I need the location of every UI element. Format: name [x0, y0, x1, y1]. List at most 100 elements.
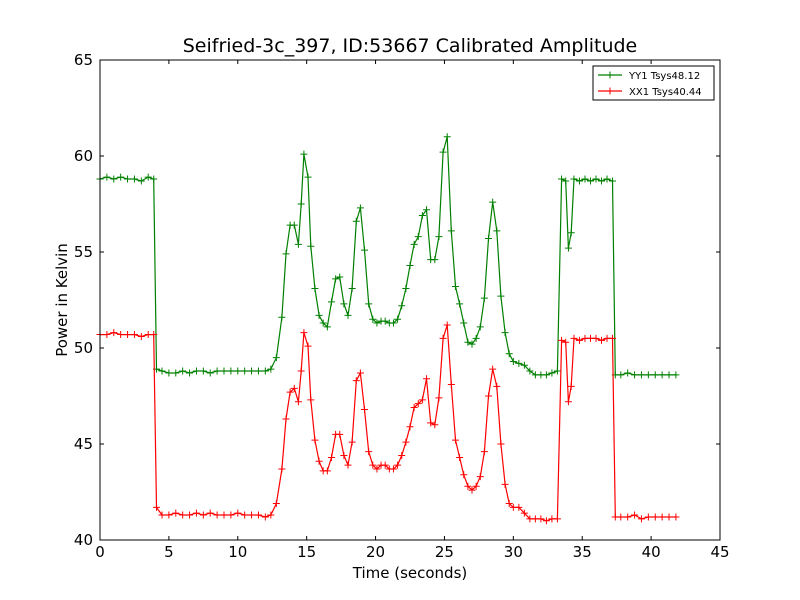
- chart-title: Seifried-3c_397, ID:53667 Calibrated Amp…: [183, 35, 638, 57]
- data-point: [451, 436, 459, 444]
- data-point: [336, 430, 344, 438]
- data-point: [319, 319, 327, 327]
- data-point: [389, 465, 397, 473]
- data-point: [575, 336, 583, 344]
- data-point: [373, 465, 381, 473]
- data-point: [476, 323, 484, 331]
- x-tick-label: 45: [710, 543, 729, 561]
- data-point: [485, 392, 493, 400]
- data-point: [542, 517, 550, 525]
- data-point: [489, 365, 497, 373]
- data-point: [110, 329, 118, 337]
- legend-items: YY1 Tsys48.12 XX1 Tsys40.44: [598, 71, 702, 98]
- data-point: [658, 371, 666, 379]
- data-point: [456, 300, 464, 308]
- data-point: [553, 515, 561, 523]
- data-point: [443, 321, 451, 329]
- data-point: [398, 302, 406, 310]
- data-point: [672, 371, 680, 379]
- data-point: [348, 438, 356, 446]
- data-point: [220, 511, 228, 519]
- data-point: [361, 405, 369, 413]
- data-point: [505, 350, 513, 358]
- data-point: [381, 317, 389, 325]
- data-point: [592, 334, 600, 342]
- data-point: [493, 227, 501, 235]
- data-point: [304, 173, 312, 181]
- data-point: [464, 338, 472, 346]
- data-point: [592, 175, 600, 183]
- data-point: [564, 244, 572, 252]
- data-point: [267, 365, 275, 373]
- data-point: [624, 513, 632, 521]
- data-point: [248, 511, 256, 519]
- data-point: [186, 511, 194, 519]
- data-point: [352, 377, 360, 385]
- data-point: [278, 465, 286, 473]
- data-point: [617, 513, 625, 521]
- data-point: [567, 229, 575, 237]
- data-point: [509, 357, 517, 365]
- data-point: [172, 369, 180, 377]
- data-point: [665, 513, 673, 521]
- data-point: [586, 177, 594, 185]
- data-point: [165, 369, 173, 377]
- data-point: [117, 331, 125, 339]
- data-point: [598, 336, 606, 344]
- x-tick-label: 0: [95, 543, 105, 561]
- data-point: [336, 273, 344, 281]
- data-point: [505, 500, 513, 508]
- data-point: [651, 513, 659, 521]
- data-point: [402, 284, 410, 292]
- data-point: [150, 175, 158, 183]
- data-point: [553, 367, 561, 375]
- data-point: [493, 382, 501, 390]
- data-point: [323, 323, 331, 331]
- data-point: [300, 150, 308, 158]
- data-point: [369, 461, 377, 469]
- data-point: [290, 384, 298, 392]
- x-tick-label: 35: [573, 543, 592, 561]
- data-point: [480, 448, 488, 456]
- data-point: [158, 511, 166, 519]
- data-point: [248, 367, 256, 375]
- data-point: [103, 173, 111, 181]
- data-point: [241, 511, 249, 519]
- data-point: [609, 177, 617, 185]
- data-point: [278, 313, 286, 321]
- data-point: [199, 511, 207, 519]
- legend-box: [592, 65, 715, 101]
- data-point: [227, 367, 235, 375]
- data-point: [548, 369, 556, 377]
- legend-entry: XX1 Tsys40.44: [598, 87, 702, 98]
- data-point: [431, 256, 439, 264]
- data-point: [644, 513, 652, 521]
- series-layer: [96, 133, 680, 525]
- data-point: [423, 206, 431, 214]
- data-point: [311, 284, 319, 292]
- data-point: [472, 334, 480, 342]
- data-point: [307, 242, 315, 250]
- data-point: [402, 438, 410, 446]
- data-point: [348, 284, 356, 292]
- data-point: [435, 233, 443, 241]
- data-point: [631, 371, 639, 379]
- data-point: [414, 233, 422, 241]
- data-point: [254, 367, 262, 375]
- data-point: [144, 173, 152, 181]
- x-tick-label: 40: [642, 543, 661, 561]
- data-point: [672, 513, 680, 521]
- y-tick-label: 55: [74, 243, 93, 261]
- data-point: [158, 367, 166, 375]
- data-point: [443, 133, 451, 141]
- data-point: [172, 509, 180, 517]
- data-point: [558, 336, 566, 344]
- y-tick-label: 40: [74, 531, 93, 549]
- plot-area: 0 5 10 15 20 25 30 35 40 45 40 45 50 55 60 65: [74, 51, 730, 561]
- data-point: [665, 371, 673, 379]
- data-point: [361, 246, 369, 254]
- data-point: [447, 227, 455, 235]
- data-point: [414, 400, 422, 408]
- data-point: [575, 177, 583, 185]
